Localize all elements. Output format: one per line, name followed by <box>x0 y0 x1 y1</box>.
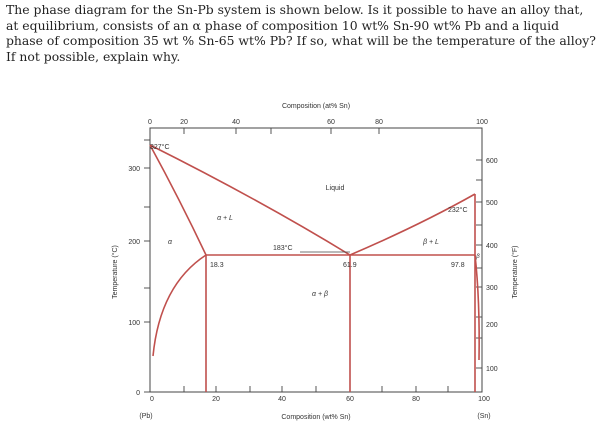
alpha-solidus-line <box>149 144 207 256</box>
left-tick-label: 200 <box>128 239 140 246</box>
right-tick-label: 600 <box>486 158 498 165</box>
top-tick-label: 60 <box>327 119 335 126</box>
top-tick-label: 0 <box>148 119 152 126</box>
alpha-limit-label: 18.3 <box>210 262 224 269</box>
bottom-tick-label: 60 <box>346 396 354 403</box>
phase-boundaries <box>149 144 480 392</box>
right-tick-label: 400 <box>486 243 498 250</box>
eutectic-temperature-label: 183°C <box>273 244 293 252</box>
bottom-tick-label: 80 <box>412 396 420 403</box>
top-tick-label: 20 <box>180 119 188 126</box>
right-tick-label: 100 <box>486 366 498 373</box>
phase-label-alpha-l: α + L <box>217 215 233 222</box>
top-tick-label: 40 <box>232 119 240 126</box>
bottom-tick-label: 100 <box>478 396 490 403</box>
left-tick-label: 300 <box>128 166 140 173</box>
phase-label-beta-l: β + L <box>422 239 439 246</box>
right-tick-label: 200 <box>486 322 498 329</box>
alpha-liquidus-line <box>149 144 351 256</box>
phase-label-beta: β <box>475 254 480 260</box>
top-axis-label: Composition (at% Sn) <box>282 103 350 110</box>
beta-liquidus-line <box>349 193 476 256</box>
sn-end-label: (Sn) <box>477 413 490 420</box>
right-tick-label: 300 <box>486 285 498 292</box>
sn-melting-point-label: 232°C <box>448 206 468 214</box>
phase-label-alpha-beta: α + β <box>312 291 328 298</box>
phase-label-alpha: α <box>168 239 173 246</box>
right-axis-ticks <box>476 159 482 369</box>
pb-end-label: (Pb) <box>139 413 152 420</box>
phase-label-liquid: Liquid <box>326 185 345 192</box>
bottom-tick-label: 40 <box>278 396 286 403</box>
beta-solvus-line <box>474 254 480 361</box>
bottom-tick-label: 0 <box>150 396 154 403</box>
right-tick-label: 500 <box>486 200 498 207</box>
top-tick-label: 100 <box>476 119 488 126</box>
left-axis-label: Temperature (°C) <box>111 245 119 299</box>
beta-limit-label: 97.8 <box>451 262 465 269</box>
alpha-solvus-line <box>152 254 207 357</box>
top-tick-label: 80 <box>375 119 383 126</box>
left-tick-label: 100 <box>128 320 140 327</box>
question-text: The phase diagram for the Sn-Pb system i… <box>6 2 596 64</box>
left-axis-ticks <box>144 139 150 393</box>
left-tick-label: 0 <box>136 390 140 397</box>
top-axis-ticks <box>149 128 483 134</box>
bottom-tick-label: 20 <box>212 396 220 403</box>
right-axis-label: Temperature (°F) <box>511 246 519 299</box>
bottom-axis-label: Composition (wt% Sn) <box>281 414 350 421</box>
eutectic-composition-label: 61.9 <box>343 262 357 269</box>
bottom-axis-ticks <box>149 386 483 392</box>
pb-melting-point-label: 327°C <box>150 143 170 151</box>
